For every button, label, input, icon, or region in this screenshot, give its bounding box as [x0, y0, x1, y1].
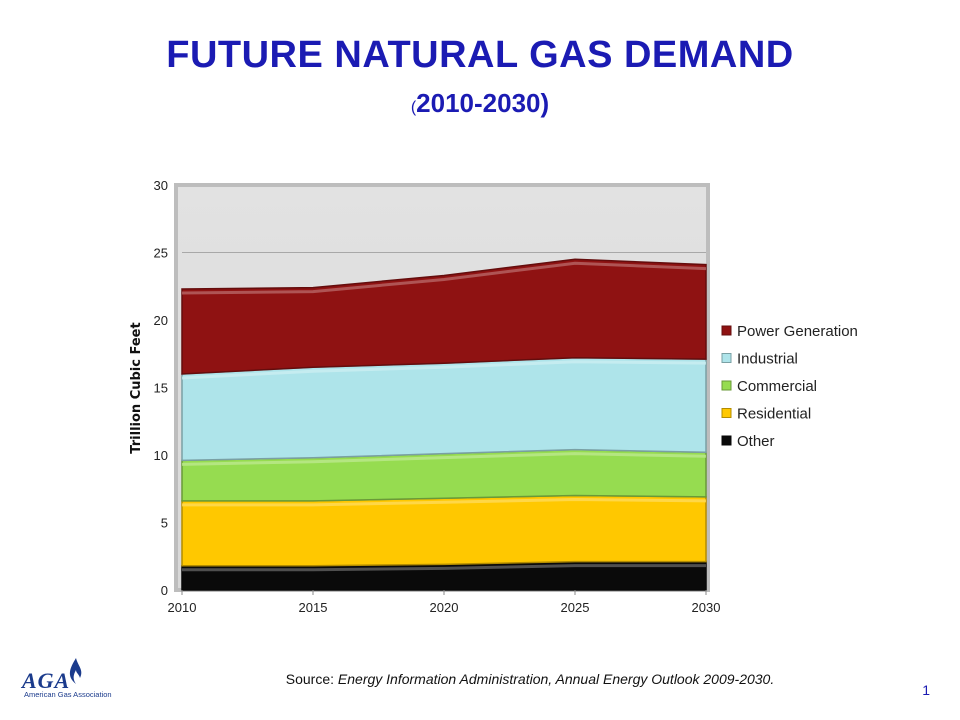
- legend-swatch-industrial: [721, 353, 732, 363]
- y-tick-label: 25: [154, 246, 168, 261]
- x-tick-label: 2030: [692, 600, 721, 615]
- area-highlight-other: [182, 564, 706, 572]
- page-number: 1: [922, 682, 930, 698]
- source-note: Source: Energy Information Administratio…: [0, 671, 960, 687]
- x-tick-label: 2010: [168, 600, 197, 615]
- legend-swatch-commercial: [721, 380, 732, 391]
- subtitle-open-paren: (: [410, 99, 417, 116]
- aga-logo: AGA American Gas Association: [22, 658, 172, 702]
- legend-label-commercial: Commercial: [737, 378, 817, 395]
- y-tick-label: 15: [154, 381, 168, 396]
- legend: Power Generation Industrial Commercial Resi…: [721, 323, 858, 450]
- y-axis-label: Trillion Cubic Feet: [129, 322, 144, 453]
- legend-label-residential: Residential: [737, 406, 811, 423]
- area-highlight-industrial: [181, 360, 707, 380]
- legend-swatch-other: [721, 435, 732, 446]
- page-subtitle: (2010-2030): [0, 88, 960, 119]
- legend-label-other: Other: [737, 433, 775, 450]
- page-title: FUTURE NATURAL GAS DEMAND: [166, 34, 794, 76]
- area-power-generation: [181, 258, 707, 375]
- source-label: Source:: [285, 671, 338, 687]
- y-tick-label: 0: [161, 583, 168, 598]
- logo-wordmark: AGA: [22, 668, 71, 693]
- area-highlight-power-generation: [181, 261, 707, 295]
- y-tick-label: 30: [154, 178, 168, 193]
- logo-name: American Gas Association: [24, 690, 112, 699]
- legend-label-industrial: Industrial: [737, 351, 798, 368]
- area-series: [181, 258, 707, 591]
- y-tick-label: 5: [161, 516, 168, 531]
- area-highlight-commercial: [181, 452, 707, 466]
- area-highlight-residential: [182, 497, 707, 507]
- x-tick-label: 2020: [430, 600, 459, 615]
- legend-label-power-generation: Power Generation: [737, 323, 858, 340]
- x-tick-label: 2025: [561, 600, 590, 615]
- legend-swatch-residential: [721, 408, 732, 418]
- y-tick-label: 20: [154, 313, 168, 328]
- legend-swatch-power-generation: [721, 325, 732, 336]
- subtitle-years: 2010-2030): [416, 88, 550, 118]
- x-tick-label: 2015: [299, 600, 328, 615]
- source-text: Energy Information Administration, Annua…: [337, 671, 775, 687]
- flame-icon: [69, 658, 82, 684]
- y-tick-label: 10: [154, 448, 168, 463]
